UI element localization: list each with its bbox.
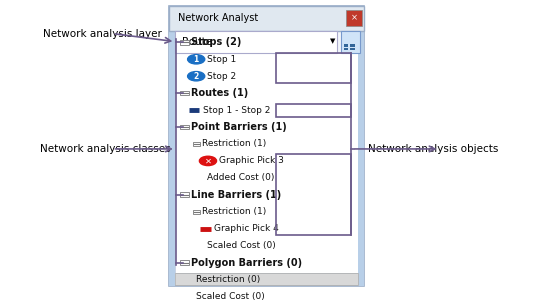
Text: ▼: ▼	[330, 39, 335, 45]
Text: Polygon Barriers (0): Polygon Barriers (0)	[191, 257, 302, 268]
FancyBboxPatch shape	[358, 6, 364, 286]
Text: Stops (2): Stops (2)	[191, 37, 242, 47]
Text: Network analysis objects: Network analysis objects	[368, 144, 498, 154]
Text: Restriction (1): Restriction (1)	[203, 207, 266, 216]
FancyBboxPatch shape	[193, 142, 200, 146]
FancyBboxPatch shape	[175, 31, 337, 52]
Text: Graphic Pick 3: Graphic Pick 3	[219, 156, 284, 165]
Circle shape	[199, 156, 217, 166]
Text: Scaled Cost (0): Scaled Cost (0)	[207, 241, 276, 250]
Text: Added Cost (0): Added Cost (0)	[207, 173, 275, 182]
Text: Network analysis classes: Network analysis classes	[40, 144, 171, 154]
Text: Restriction (0): Restriction (0)	[196, 275, 260, 284]
FancyBboxPatch shape	[169, 6, 175, 286]
Text: ×: ×	[351, 14, 358, 23]
FancyBboxPatch shape	[350, 44, 355, 47]
Text: Stop 2: Stop 2	[207, 72, 236, 81]
FancyBboxPatch shape	[350, 48, 355, 50]
FancyBboxPatch shape	[344, 48, 348, 50]
Text: 2: 2	[193, 72, 199, 81]
Text: Restriction (1): Restriction (1)	[203, 140, 266, 148]
Text: ✕: ✕	[204, 156, 212, 165]
FancyBboxPatch shape	[180, 40, 189, 45]
Text: Route: Route	[182, 37, 212, 46]
Text: Line Barriers (1): Line Barriers (1)	[191, 190, 281, 200]
FancyBboxPatch shape	[341, 31, 360, 52]
Text: Routes (1): Routes (1)	[191, 88, 249, 98]
Text: Graphic Pick 4: Graphic Pick 4	[214, 224, 279, 233]
FancyBboxPatch shape	[180, 91, 189, 95]
FancyBboxPatch shape	[169, 6, 364, 286]
Text: Network analysis layer: Network analysis layer	[43, 28, 162, 39]
Text: Stop 1: Stop 1	[207, 55, 237, 64]
Text: Network Analyst: Network Analyst	[178, 13, 259, 23]
FancyBboxPatch shape	[180, 193, 189, 197]
Text: Scaled Cost (0): Scaled Cost (0)	[196, 292, 264, 300]
Text: Stop 1 - Stop 2: Stop 1 - Stop 2	[203, 106, 270, 115]
Text: 1: 1	[193, 55, 199, 64]
FancyBboxPatch shape	[344, 44, 348, 47]
Circle shape	[188, 55, 205, 64]
FancyBboxPatch shape	[180, 260, 189, 265]
FancyBboxPatch shape	[193, 210, 200, 214]
FancyBboxPatch shape	[169, 6, 364, 31]
FancyBboxPatch shape	[175, 273, 358, 285]
FancyBboxPatch shape	[175, 52, 358, 273]
FancyBboxPatch shape	[180, 125, 189, 129]
Text: Point Barriers (1): Point Barriers (1)	[191, 122, 287, 132]
FancyBboxPatch shape	[346, 10, 362, 26]
Circle shape	[188, 71, 205, 81]
